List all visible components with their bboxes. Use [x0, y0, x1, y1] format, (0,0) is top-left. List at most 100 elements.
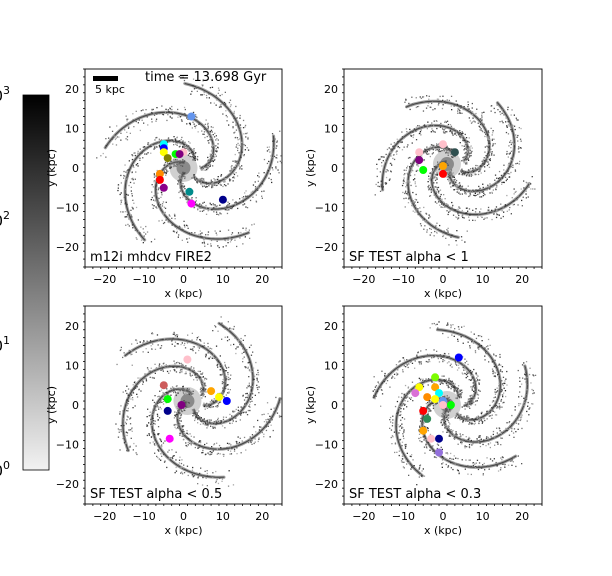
- y-axis-label: y (kpc): [304, 149, 317, 187]
- data-point: [419, 406, 428, 415]
- colorbar-tick-labels: 00 01 02 03: [0, 84, 10, 480]
- data-point: [175, 150, 184, 159]
- x-tick-label: 10: [216, 510, 230, 523]
- data-point: [187, 199, 196, 208]
- data-point: [218, 195, 227, 204]
- galaxy-density-map: [372, 321, 537, 486]
- x-tick-label: 0: [180, 510, 187, 523]
- y-axis: −20 −10 0 10 20 y (kpc): [304, 305, 344, 505]
- colorbar-tick-label: 00: [0, 459, 10, 480]
- y-tick-label: 20: [324, 320, 338, 333]
- y-tick-label: −20: [56, 241, 79, 254]
- y-tick-label: −10: [315, 439, 338, 452]
- data-point: [419, 166, 428, 174]
- data-point: [155, 169, 164, 178]
- x-tick-label: 0: [180, 273, 187, 286]
- x-tick-label: −10: [392, 273, 415, 286]
- colorbar: 00 01 02 03: [0, 84, 50, 480]
- data-point: [435, 389, 443, 398]
- x-tick-label: 10: [216, 273, 230, 286]
- galaxy-density-map: [374, 95, 536, 246]
- data-point: [415, 148, 424, 157]
- data-point: [446, 401, 455, 409]
- data-point: [439, 401, 447, 409]
- x-axis: −20 −10 0 10 20 x (kpc): [343, 267, 543, 300]
- x-tick-label: −10: [132, 273, 155, 286]
- data-point: [415, 156, 424, 165]
- y-tick-label: 0: [72, 162, 79, 175]
- x-tick-label: 20: [515, 273, 529, 286]
- data-point: [439, 140, 447, 149]
- x-tick-label: −10: [132, 510, 155, 523]
- data-point: [185, 187, 194, 196]
- x-tick-label: −10: [392, 510, 415, 523]
- data-point: [419, 426, 428, 435]
- x-axis: −20 −10 0 10 20 x (kpc): [343, 504, 543, 537]
- panel-title: SF TEST alpha < 1: [349, 250, 469, 265]
- data-point: [177, 401, 186, 409]
- data-point: [222, 397, 231, 405]
- data-point: [215, 393, 223, 402]
- x-axis-label: x (kpc): [424, 524, 462, 537]
- y-axis: −20 −10 0 10 20 y (kpc): [45, 305, 85, 505]
- axes-frame: [84, 68, 283, 268]
- y-tick-label: −20: [56, 478, 79, 491]
- time-label: time = 13.698 Gyr: [145, 70, 267, 85]
- data-point: [454, 353, 463, 362]
- data-point: [183, 355, 192, 364]
- data-point: [423, 393, 432, 402]
- y-tick-label: 0: [331, 399, 338, 412]
- x-tick-label: 0: [440, 510, 447, 523]
- star-formation-markers: [159, 355, 231, 443]
- panel-title: SF TEST alpha < 0.3: [349, 487, 481, 502]
- star-formation-markers: [411, 353, 463, 457]
- data-point: [423, 414, 432, 423]
- y-tick-label: 20: [65, 83, 79, 96]
- panel-2: −20 −10 0 10 20 x (kpc) −20 −10 0 10 20 y (kpc) SF T…: [304, 68, 543, 300]
- y-axis-label: y (kpc): [45, 149, 58, 187]
- y-tick-label: 20: [324, 83, 338, 96]
- panel-4: −20 −10 0 10 20 x (kpc) −20 −10 0 10 20 y (kpc) SF T…: [304, 305, 543, 537]
- x-tick-label: 20: [515, 510, 529, 523]
- data-point: [431, 383, 440, 392]
- data-point: [163, 395, 172, 404]
- galaxy-density-map: [96, 76, 282, 249]
- data-point: [450, 148, 459, 157]
- data-point: [431, 395, 440, 404]
- data-point: [159, 148, 168, 157]
- data-point: [159, 381, 168, 390]
- x-tick-label: 10: [476, 510, 490, 523]
- x-tick-label: 10: [476, 273, 490, 286]
- y-tick-label: 10: [65, 122, 79, 135]
- y-axis-label: y (kpc): [45, 386, 58, 424]
- x-tick-label: −20: [352, 273, 375, 286]
- x-axis: −20 −10 0 10 20 x (kpc): [84, 267, 283, 300]
- star-formation-markers: [415, 140, 459, 178]
- axes-frame: [343, 68, 543, 268]
- data-point: [435, 434, 443, 443]
- data-point: [207, 387, 216, 396]
- panel-1: −20 −10 0 10 20 x (kpc) −20 −10 0 10 20 y (kpc) m12i…: [45, 68, 283, 300]
- star-formation-markers: [155, 112, 227, 208]
- data-point: [163, 406, 172, 415]
- data-point: [435, 448, 443, 457]
- galaxy-density-map: [115, 316, 282, 487]
- y-tick-label: −20: [315, 241, 338, 254]
- x-tick-label: 0: [440, 273, 447, 286]
- data-point: [165, 434, 174, 443]
- data-point: [439, 162, 447, 170]
- data-point: [155, 175, 164, 184]
- scale-bar-label: 5 kpc: [95, 83, 125, 96]
- axes-frame: [84, 305, 283, 505]
- x-tick-label: 20: [255, 273, 269, 286]
- x-tick-label: −20: [93, 273, 116, 286]
- y-tick-label: 20: [65, 320, 79, 333]
- y-axis-label: y (kpc): [304, 386, 317, 424]
- scale-bar: [93, 76, 118, 81]
- y-tick-label: 0: [331, 162, 338, 175]
- data-point: [427, 434, 436, 443]
- colorbar-tick-label: 03: [0, 84, 10, 105]
- y-tick-label: −10: [315, 202, 338, 215]
- y-axis: −20 −10 0 10 20 y (kpc): [45, 68, 85, 268]
